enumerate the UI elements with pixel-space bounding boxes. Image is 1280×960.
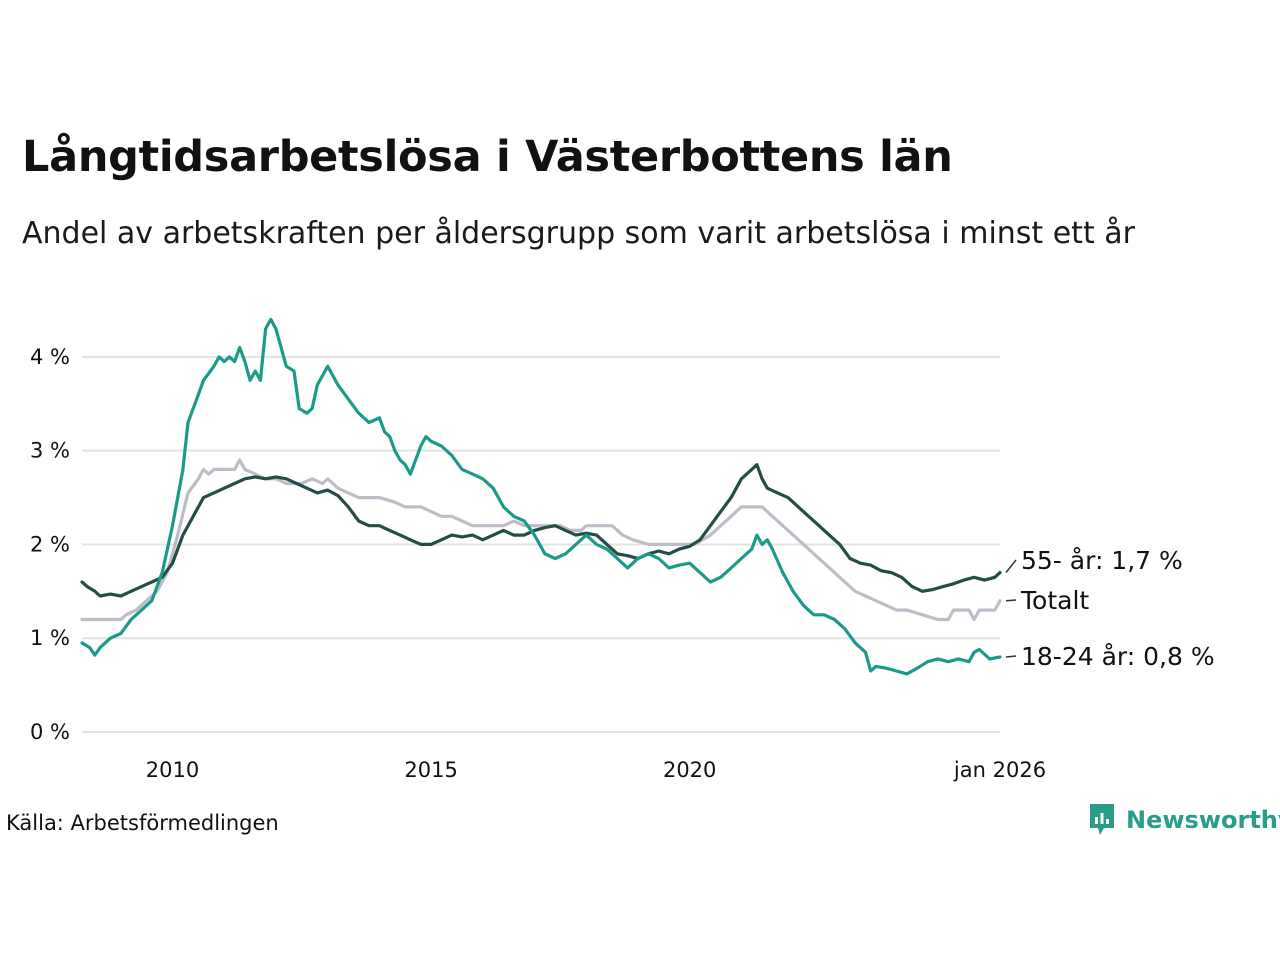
series-line [80, 317, 1002, 676]
series-end-label: 55- år: 1,7 % [1021, 546, 1183, 575]
brand-name: Newsworthy [1126, 806, 1280, 834]
y-tick-label: 1 % [30, 626, 70, 650]
chart-subtitle: Andel av arbetskraften per åldersgrupp s… [22, 216, 1135, 251]
series-line [80, 463, 1002, 598]
series-line [80, 458, 1002, 622]
end-label-leader [1005, 655, 1017, 658]
y-tick-label: 4 % [30, 345, 70, 369]
chart-title: Långtidsarbetslösa i Västerbottens län [22, 132, 953, 182]
end-label-leader [1005, 559, 1017, 574]
y-tick-label: 3 % [30, 439, 70, 463]
newsworthy-logo-icon [1090, 804, 1114, 835]
x-tick-label: jan 2026 [953, 758, 1046, 782]
x-tick-label: 2015 [404, 758, 457, 782]
y-tick-label: 0 % [30, 720, 70, 744]
x-tick-label: 2020 [663, 758, 716, 782]
end-label-leader [1005, 599, 1017, 602]
series-end-label: Totalt [1020, 586, 1089, 615]
x-tick-label: 2010 [146, 758, 199, 782]
brand-logo[interactable]: Newsworthy [1088, 802, 1280, 838]
series-end-label: 18-24 år: 0,8 % [1021, 642, 1215, 671]
y-tick-label: 2 % [30, 532, 70, 556]
source-note: Källa: Arbetsförmedlingen [6, 811, 279, 835]
